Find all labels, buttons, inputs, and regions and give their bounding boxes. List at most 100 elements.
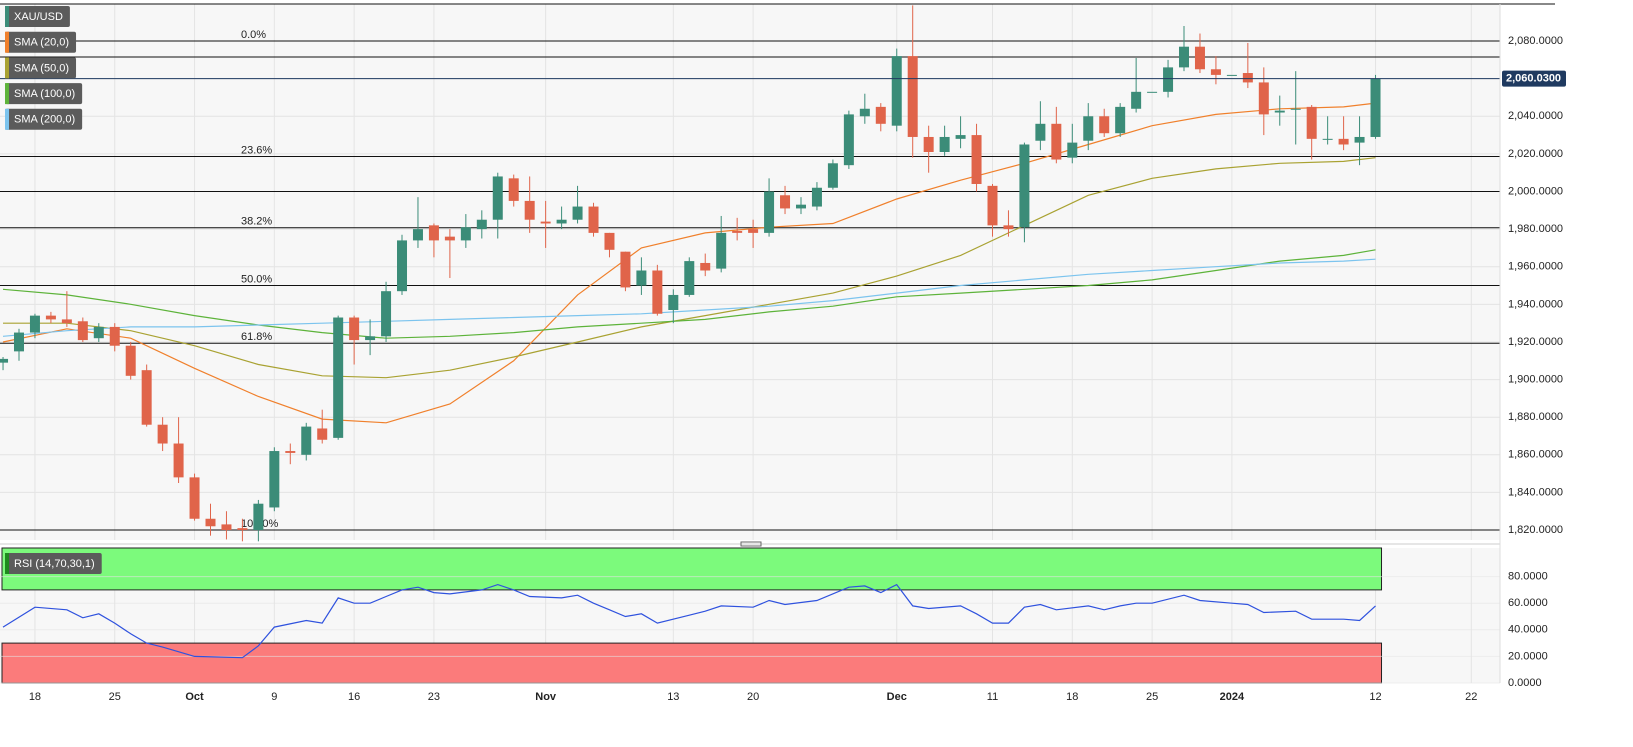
legend-swatch (5, 31, 9, 53)
legend-swatch (5, 108, 9, 130)
candle-body (237, 528, 248, 531)
candle-body (875, 106, 886, 124)
candle-body (748, 229, 759, 233)
candle-body (125, 345, 136, 376)
x-tick-label: 25 (109, 691, 121, 703)
legend-label: XAU/USD (14, 11, 63, 23)
candle-body (700, 262, 711, 271)
candle-body (1210, 69, 1221, 75)
legend-box (5, 6, 70, 27)
last-price-label: 2,060.0300 (1506, 73, 1561, 85)
candle-body (1083, 116, 1094, 141)
candle-body (173, 443, 184, 478)
candle-body (939, 136, 950, 153)
x-tick-label: 23 (428, 691, 440, 703)
y-tick-label: 1,900.0000 (1508, 373, 1563, 385)
candle-body (1338, 138, 1349, 145)
y-tick-label: 2,000.0000 (1508, 185, 1563, 197)
candle-body (716, 232, 727, 269)
x-tick-label: Oct (185, 691, 204, 703)
candle-body (1147, 91, 1158, 93)
fib-label: 23.6% (241, 144, 272, 156)
legend-label: SMA (50,0) (14, 62, 69, 74)
candle-body (1131, 91, 1142, 109)
candle-body (795, 204, 806, 209)
y-tick-label: 2,080.0000 (1508, 35, 1563, 47)
candle-body (45, 315, 56, 320)
candle-body (907, 56, 918, 137)
legend-box (5, 108, 83, 130)
candle-body (269, 451, 280, 508)
candle-body (732, 231, 743, 233)
candle-body (955, 135, 966, 139)
candle-body (764, 191, 775, 233)
candle-body (412, 229, 423, 241)
x-tick-label: 25 (1146, 691, 1158, 703)
y-tick-label: 80.0000 (1508, 571, 1548, 583)
resize-handle[interactable] (740, 541, 762, 547)
legend-swatch (5, 57, 9, 79)
candle-body (333, 317, 344, 438)
candle-body (365, 336, 376, 341)
candle-body (301, 426, 312, 455)
candle-body (556, 219, 567, 224)
candle-body (397, 240, 408, 292)
candle-body (93, 326, 104, 339)
candle-body (1354, 136, 1365, 143)
candle-body (460, 227, 471, 241)
candle-body (843, 114, 854, 166)
y-tick-label: 1,820.0000 (1508, 524, 1563, 536)
candle-body (684, 261, 695, 295)
x-tick-label: 9 (271, 691, 277, 703)
candle-body (780, 195, 791, 209)
candle-body (1179, 46, 1190, 68)
layer: 18 25 Oct 9 16 23 Nov 13 20 Dec 11 18 25 2024 12 22 1,82… (0, 4, 1566, 703)
candle-body (444, 236, 455, 241)
candle-body (189, 477, 200, 519)
fib-label: 38.2% (241, 216, 272, 228)
candle-body (157, 424, 168, 444)
candle-body (1194, 46, 1205, 70)
fib-label: 0.0% (241, 29, 266, 41)
candle-body (891, 56, 902, 126)
y-tick-label: 0.0000 (1508, 677, 1542, 689)
candle-body (1099, 116, 1110, 134)
x-tick-label: 22 (1465, 691, 1477, 703)
fib-label: 50.0% (241, 273, 272, 285)
legend-box (5, 57, 77, 79)
candle-body (0, 358, 9, 363)
candle-body (253, 503, 264, 531)
legend-label: SMA (20,0) (14, 37, 69, 49)
y-tick-label: 20.0000 (1508, 650, 1548, 662)
candle-body (1003, 225, 1014, 230)
candle-body (652, 270, 663, 314)
y-tick-label: 2,040.0000 (1508, 110, 1563, 122)
candle-body (508, 178, 519, 201)
y-tick-label: 1,960.0000 (1508, 261, 1563, 273)
candle-body (381, 291, 392, 337)
candle-body (1115, 106, 1126, 134)
candle-body (221, 524, 232, 531)
candle-body (1226, 74, 1237, 76)
rsi-line (2, 583, 1376, 659)
sma-line (3, 157, 1376, 379)
last-price-box (1502, 70, 1566, 87)
rsi-legend-swatch (5, 553, 9, 574)
x-tick-label: 18 (29, 691, 41, 703)
candle-body (285, 451, 296, 453)
candle-body (620, 251, 631, 288)
candle-body (61, 319, 72, 324)
rsi-band (1, 547, 1383, 591)
y-tick-label: 1,980.0000 (1508, 223, 1563, 235)
candle-body (971, 135, 982, 184)
candle-body (109, 326, 120, 346)
candle-body (1370, 78, 1381, 137)
candle-body (1306, 106, 1317, 139)
rsi-legend-label: RSI (14,70,30,1) (14, 558, 95, 570)
candle-body (636, 270, 647, 286)
candle-body (428, 225, 439, 241)
main-pane (0, 4, 1500, 540)
candle-body (205, 518, 216, 527)
y-tick-label: 1,860.0000 (1508, 449, 1563, 461)
candle-body (1067, 142, 1078, 158)
